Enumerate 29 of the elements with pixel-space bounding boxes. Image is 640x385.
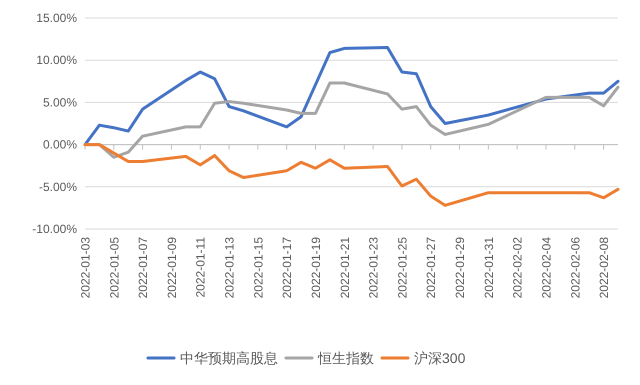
x-tick-label: 2022-01-03: [78, 236, 92, 298]
y-tick-label: 0.00%: [42, 138, 78, 152]
x-tick-label: 2022-01-07: [136, 236, 150, 298]
x-tick-label: 2022-01-15: [251, 236, 266, 298]
legend-label: 沪深300: [414, 350, 466, 366]
x-tick-label: 2022-01-23: [366, 236, 381, 298]
x-tick-label: 2022-01-21: [338, 236, 352, 298]
x-tick-label: 2022-01-29: [453, 236, 468, 298]
x-tick-label: 2022-01-31: [482, 236, 496, 298]
x-tick-label: 2022-01-09: [164, 236, 179, 298]
x-tick-label: 2022-02-04: [539, 236, 554, 298]
x-tick-label: 2022-01-25: [395, 236, 410, 298]
y-tick-label: 5.00%: [42, 95, 78, 110]
x-tick-label: 2022-02-02: [510, 236, 525, 298]
legend-label: 恒生指数: [317, 350, 374, 366]
x-tick-label: 2022-01-19: [308, 236, 323, 298]
y-tick-label: -5.00%: [38, 180, 78, 194]
y-tick-label: -10.00%: [32, 222, 78, 236]
y-tick-label: 10.00%: [36, 53, 78, 68]
legend-label: 中华预期高股息: [180, 350, 278, 366]
x-tick-label: 2022-01-11: [194, 236, 208, 298]
x-tick-label: 2022-02-08: [597, 236, 612, 298]
x-tick-label: 2022-01-05: [107, 236, 122, 298]
x-tick-label: 2022-01-13: [222, 236, 237, 298]
x-tick-label: 2022-02-06: [568, 236, 582, 298]
y-tick-label: 15.00%: [36, 11, 78, 25]
line-series: [84, 143, 620, 207]
x-tick-label: 2022-01-17: [280, 236, 294, 298]
x-tick-label: 2022-01-27: [424, 236, 438, 298]
